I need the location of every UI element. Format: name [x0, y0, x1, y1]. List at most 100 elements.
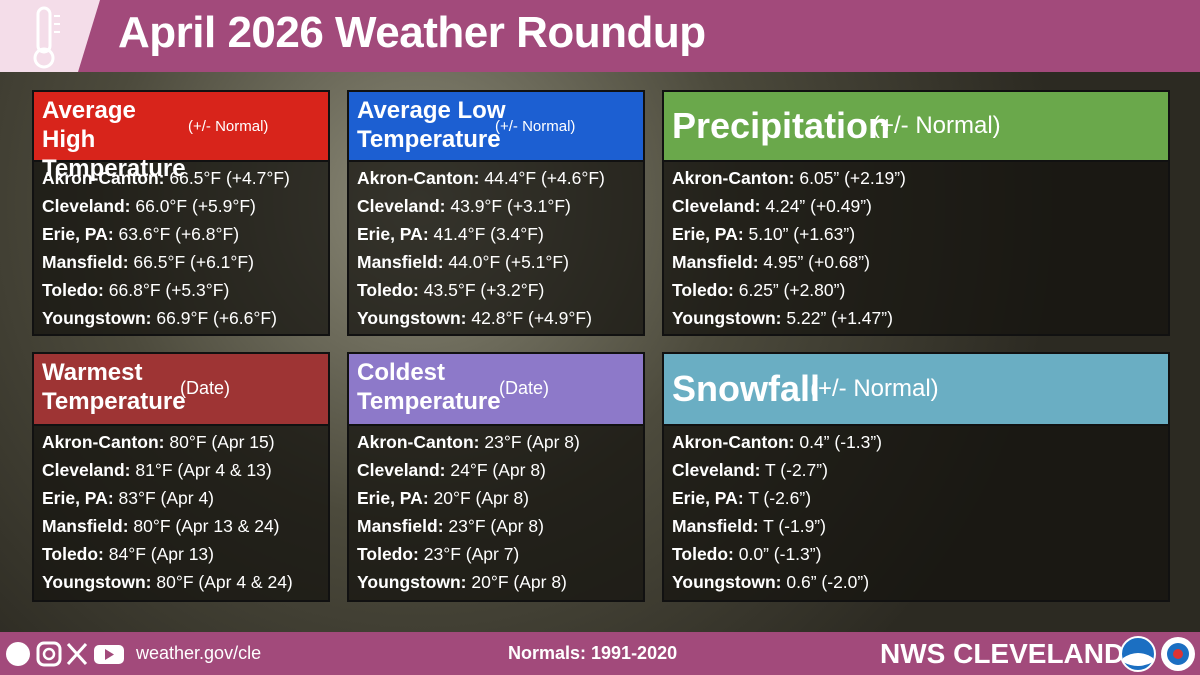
data-row: Akron-Canton: 6.05” (+2.19”)	[672, 168, 906, 189]
location: Youngstown:	[672, 308, 782, 328]
footer-bar: weather.gov/cle Normals: 1991-2020 NWS C…	[0, 632, 1200, 675]
location: Erie, PA:	[357, 224, 429, 244]
data-row: Mansfield: T (-1.9”)	[672, 516, 826, 537]
location: Toledo:	[357, 280, 419, 300]
location: Cleveland:	[42, 460, 131, 480]
location: Mansfield:	[672, 516, 759, 536]
data-row: Youngstown: 66.9°F (+6.6°F)	[42, 308, 277, 329]
value: 23°F (Apr 8)	[484, 432, 580, 452]
data-row: Akron-Canton: 66.5°F (+4.7°F)	[42, 168, 290, 189]
location: Erie, PA:	[42, 224, 114, 244]
data-row: Akron-Canton: 23°F (Apr 8)	[357, 432, 580, 453]
value: 80°F (Apr 15)	[169, 432, 275, 452]
panel-title: Warmest Temperature	[42, 359, 186, 415]
data-row: Erie, PA: T (-2.6”)	[672, 488, 811, 509]
data-row: Erie, PA: 63.6°F (+6.8°F)	[42, 224, 239, 245]
data-row: Cleveland: 24°F (Apr 8)	[357, 460, 546, 481]
panel-header: Snowfall (+/- Normal)	[664, 354, 1168, 426]
location: Mansfield:	[42, 252, 129, 272]
location: Akron-Canton:	[42, 168, 165, 188]
icon-box	[0, 0, 100, 72]
value: 20°F (Apr 8)	[433, 488, 530, 508]
location: Youngstown:	[357, 572, 467, 592]
normals-note: Normals: 1991-2020	[508, 643, 678, 663]
value: 5.22” (+1.47”)	[786, 308, 893, 328]
data-row: Cleveland: 81°F (Apr 4 & 13)	[42, 460, 272, 481]
data-row: Toledo: 6.25” (+2.80”)	[672, 280, 845, 301]
data-row: Youngstown: 5.22” (+1.47”)	[672, 308, 893, 329]
data-row: Youngstown: 80°F (Apr 4 & 24)	[42, 572, 293, 593]
data-row: Cleveland: 43.9°F (+3.1°F)	[357, 196, 571, 217]
location: Youngstown:	[672, 572, 782, 592]
panel-subtitle: (Date)	[180, 378, 231, 398]
location: Toledo:	[672, 544, 734, 564]
value: 44.4°F (+4.6°F)	[484, 168, 605, 188]
data-row: Cleveland: 4.24” (+0.49”)	[672, 196, 872, 217]
location: Cleveland:	[357, 460, 446, 480]
location: Akron-Canton:	[42, 432, 165, 452]
data-row: Mansfield: 80°F (Apr 13 & 24)	[42, 516, 280, 537]
location: Mansfield:	[357, 252, 444, 272]
location: Erie, PA:	[42, 488, 114, 508]
value: T (-2.7”)	[765, 460, 828, 480]
value: 66.0°F (+5.9°F)	[135, 196, 256, 216]
data-row: Akron-Canton: 0.4” (-1.3”)	[672, 432, 882, 453]
value: 42.8°F (+4.9°F)	[471, 308, 592, 328]
value: 80°F (Apr 4 & 24)	[156, 572, 293, 592]
data-row: Toledo: 0.0” (-1.3”)	[672, 544, 821, 565]
location: Youngstown:	[42, 572, 152, 592]
location: Cleveland:	[357, 196, 446, 216]
data-row: Mansfield: 23°F (Apr 8)	[357, 516, 544, 537]
panel-title: Snowfall	[672, 368, 821, 409]
panel-header: Precipitation (+/- Normal)	[664, 92, 1168, 162]
location: Akron-Canton:	[672, 432, 795, 452]
value: 66.5°F (+4.7°F)	[169, 168, 290, 188]
value: 0.0” (-1.3”)	[738, 544, 822, 564]
panel: Average High Temperature (+/- Normal) Akro…	[32, 90, 330, 336]
data-row: Erie, PA: 5.10” (+1.63”)	[672, 224, 855, 245]
location: Erie, PA:	[672, 224, 744, 244]
location: Toledo:	[42, 280, 104, 300]
location: Akron-Canton:	[357, 432, 480, 452]
value: 66.5°F (+6.1°F)	[133, 252, 254, 272]
location: Cleveland:	[672, 460, 761, 480]
data-row: Toledo: 84°F (Apr 13)	[42, 544, 214, 565]
location: Mansfield:	[42, 516, 129, 536]
value: 23°F (Apr 8)	[448, 516, 544, 536]
data-row: Mansfield: 44.0°F (+5.1°F)	[357, 252, 569, 273]
panel-title: Precipitation	[672, 105, 891, 146]
logos	[1120, 636, 1195, 672]
panel-header: Warmest Temperature (Date)	[34, 354, 328, 426]
location: Akron-Canton:	[357, 168, 480, 188]
data-row: Erie, PA: 83°F (Apr 4)	[42, 488, 214, 509]
value: T (-2.6”)	[748, 488, 812, 508]
value: 4.24” (+0.49”)	[765, 196, 872, 216]
panel-header: Coldest Temperature (Date)	[349, 354, 643, 426]
value: 44.0°F (+5.1°F)	[448, 252, 569, 272]
panel-subtitle: (Date)	[499, 378, 550, 398]
value: 80°F (Apr 13 & 24)	[133, 516, 280, 536]
location: Cleveland:	[672, 196, 761, 216]
location: Mansfield:	[672, 252, 759, 272]
value: 0.6” (-2.0”)	[786, 572, 870, 592]
data-row: Akron-Canton: 44.4°F (+4.6°F)	[357, 168, 605, 189]
value: 83°F (Apr 4)	[118, 488, 215, 508]
panel-header: Average High Temperature (+/- Normal)	[34, 92, 328, 182]
location: Akron-Canton:	[672, 168, 795, 188]
value: 6.05” (+2.19”)	[799, 168, 906, 188]
social-icons[interactable]	[4, 639, 129, 669]
panel-subtitle: (+/- Normal)	[810, 374, 939, 402]
value: 43.5°F (+3.2°F)	[423, 280, 545, 300]
website[interactable]: weather.gov/cle	[136, 643, 262, 663]
location: Toledo:	[357, 544, 419, 564]
data-row: Youngstown: 20°F (Apr 8)	[357, 572, 567, 593]
value: 63.6°F (+6.8°F)	[118, 224, 240, 244]
location: Toledo:	[672, 280, 734, 300]
data-row: Cleveland: 66.0°F (+5.9°F)	[42, 196, 256, 217]
data-row: Toledo: 66.8°F (+5.3°F)	[42, 280, 229, 301]
panel: Snowfall (+/- Normal) Akron-Canton: 0.4” (…	[662, 352, 1170, 602]
location: Erie, PA:	[672, 488, 744, 508]
value: 23°F (Apr 7)	[423, 544, 520, 564]
value: 84°F (Apr 13)	[108, 544, 214, 564]
